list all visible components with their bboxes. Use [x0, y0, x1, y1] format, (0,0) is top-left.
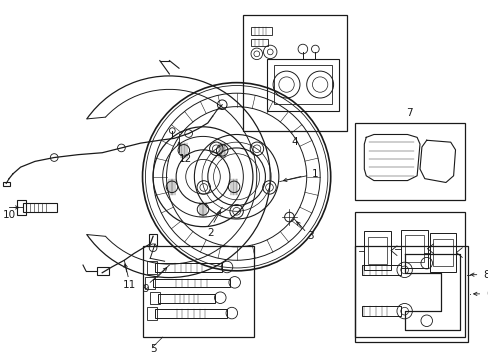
Bar	[17, 200, 26, 215]
Bar	[97, 267, 109, 275]
Text: 11: 11	[122, 280, 136, 290]
Bar	[354, 123, 464, 200]
Text: 12: 12	[179, 154, 192, 165]
Text: 7: 7	[406, 108, 412, 118]
Bar	[250, 27, 272, 35]
Bar	[250, 40, 268, 46]
Bar	[147, 307, 157, 320]
Bar	[153, 279, 229, 287]
Bar	[22, 203, 57, 212]
Text: 1: 1	[311, 169, 318, 179]
Bar	[362, 265, 400, 275]
Bar	[3, 181, 10, 186]
Bar	[404, 235, 423, 262]
Text: 8: 8	[482, 270, 488, 280]
Bar	[155, 309, 226, 318]
Bar	[362, 306, 400, 316]
Bar	[354, 246, 467, 342]
Bar	[367, 237, 386, 264]
Bar	[147, 261, 157, 274]
Text: 2: 2	[207, 228, 214, 238]
Bar	[150, 292, 160, 305]
Bar	[243, 15, 346, 131]
Text: 3: 3	[306, 231, 313, 241]
Bar	[429, 233, 456, 272]
Text: 5: 5	[149, 343, 156, 354]
Text: 9: 9	[142, 284, 148, 294]
Bar	[432, 239, 452, 266]
Bar	[354, 212, 464, 337]
Bar	[267, 59, 339, 112]
Bar	[400, 230, 427, 268]
Text: 10: 10	[3, 210, 17, 220]
Bar	[158, 294, 215, 302]
Text: 4: 4	[291, 137, 298, 147]
Bar	[149, 234, 157, 246]
Bar	[273, 66, 331, 104]
Bar	[364, 231, 390, 270]
Bar	[145, 276, 155, 289]
Text: 6: 6	[485, 289, 488, 299]
Bar	[143, 246, 253, 337]
Bar	[155, 263, 222, 272]
